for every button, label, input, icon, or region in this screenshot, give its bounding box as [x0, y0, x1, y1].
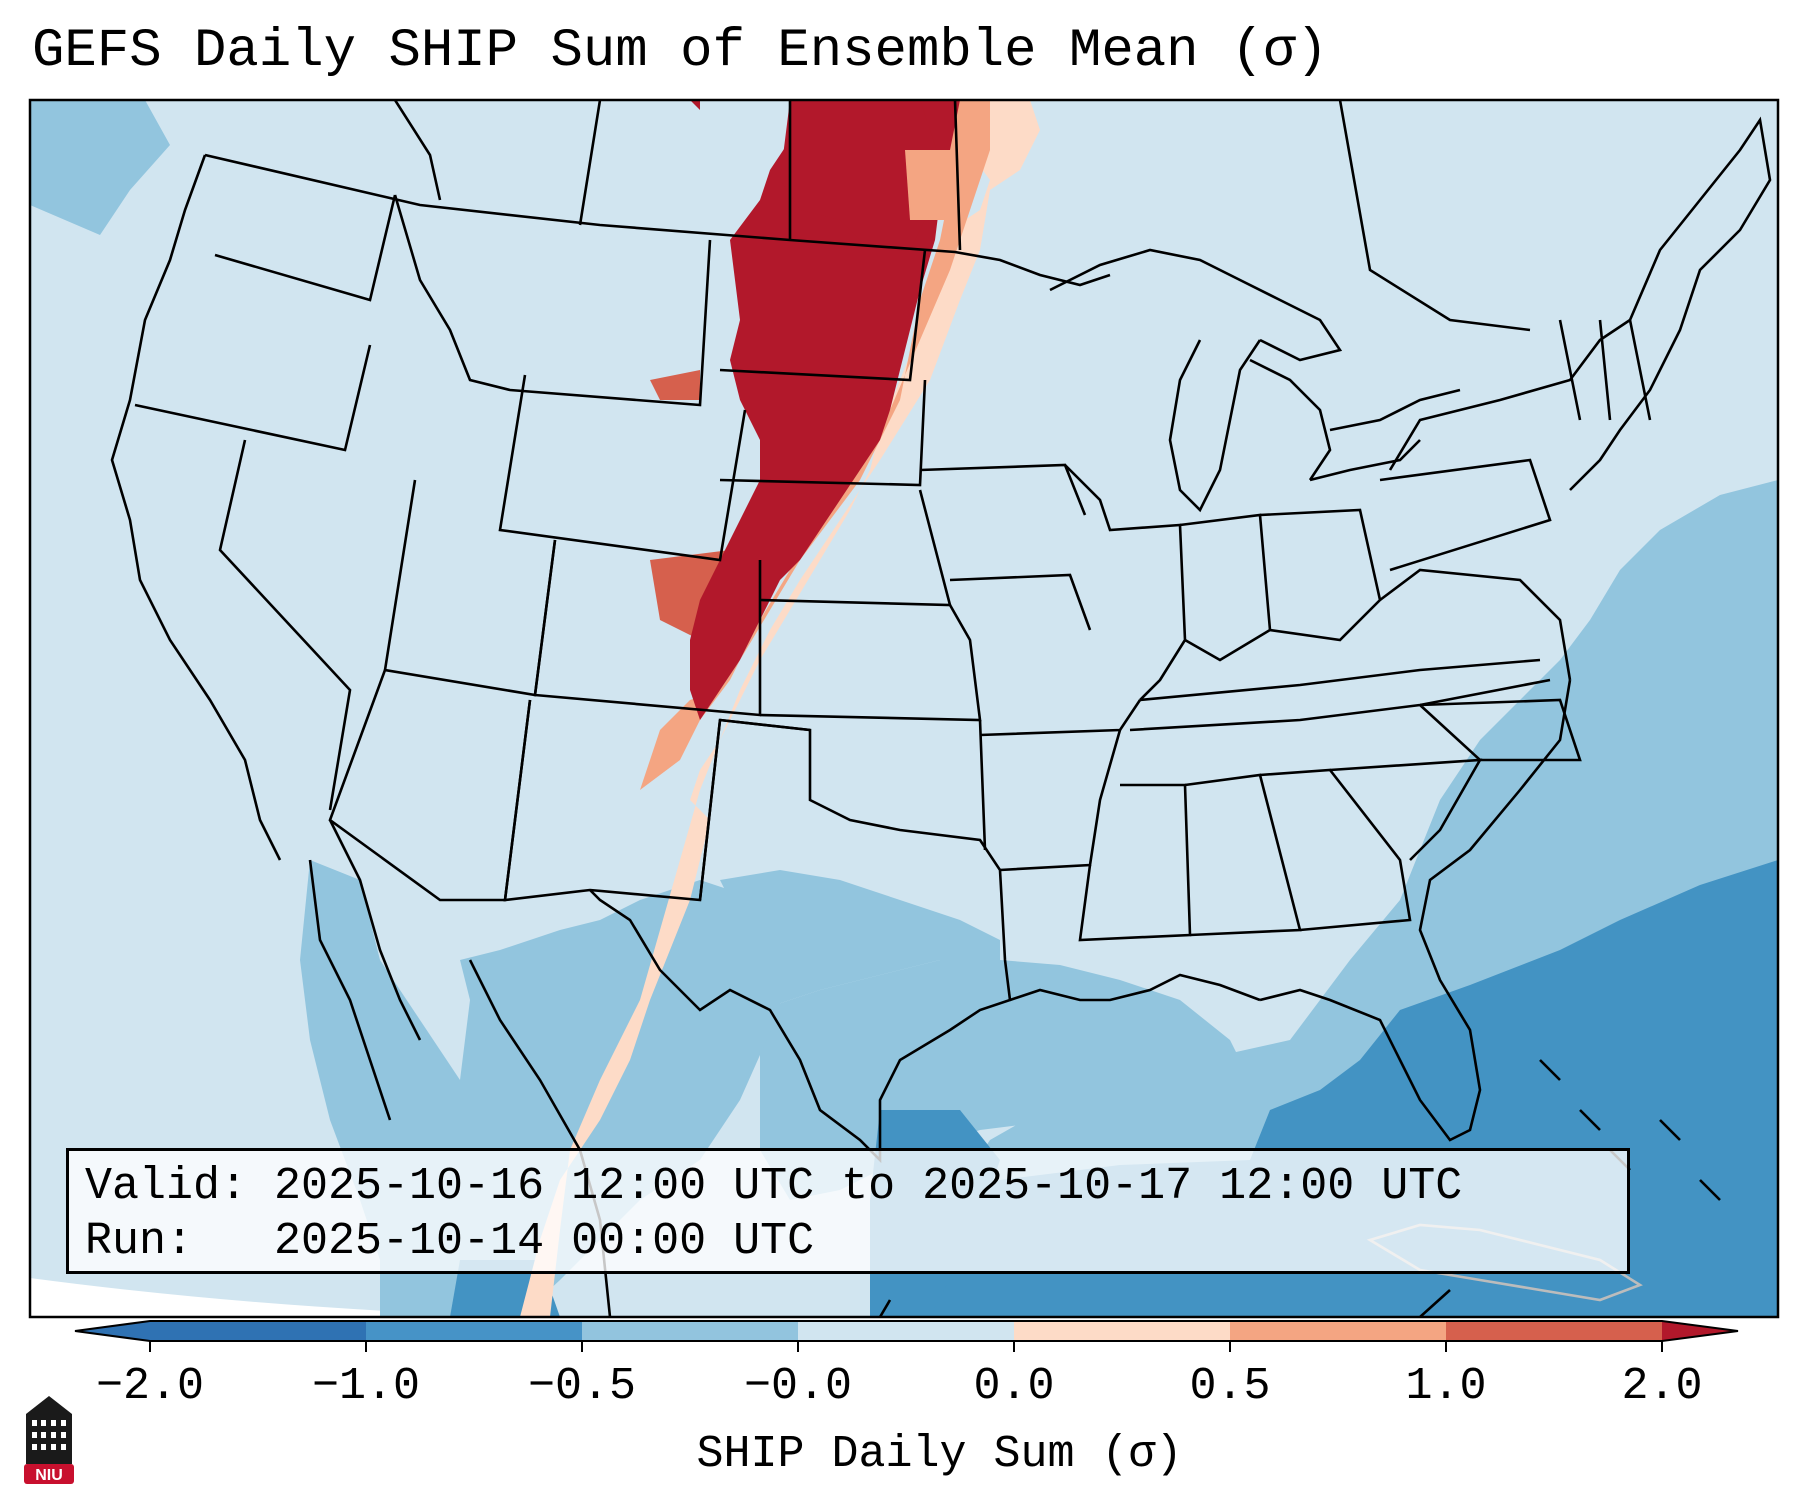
- colorbar: [74, 1320, 1739, 1352]
- colorbar-segment: [1230, 1321, 1446, 1341]
- colorbar-extend-high: [1662, 1321, 1738, 1341]
- colorbar-segment: [798, 1321, 1014, 1341]
- colorbar-tick-label: 0.5: [1189, 1361, 1271, 1412]
- positive-anomaly-plume-core: [690, 100, 960, 720]
- positive-anomaly-plume-light: [520, 100, 1040, 1317]
- colorbar-tick-label: −1.0: [311, 1361, 421, 1412]
- boundary-lines: [110, 100, 1772, 1317]
- colorbar-tick-label: 1.0: [1405, 1361, 1487, 1412]
- colorbar-tick-label: 0.0: [973, 1361, 1055, 1412]
- colorbar-tick-label: −2.0: [95, 1361, 205, 1412]
- chart-title: GEFS Daily SHIP Sum of Ensemble Mean (σ): [32, 21, 1329, 82]
- colorbar-tick-label: −0.5: [527, 1361, 637, 1412]
- colorbar-extend-low: [75, 1321, 150, 1341]
- niu-logo-text: NIU: [35, 1467, 63, 1484]
- colorbar-label-container: SHIP Daily Sum (σ): [0, 1430, 1803, 1480]
- valid-time-line: Valid: 2025-10-16 12:00 UTC to 2025-10-1…: [85, 1161, 1463, 1212]
- colorbar-segment: [582, 1321, 798, 1341]
- colorbar-label: SHIP Daily Sum (σ): [696, 1429, 1183, 1480]
- run-time-line: Run: 2025-10-14 00:00 UTC: [85, 1216, 815, 1267]
- colorbar-segment: [1014, 1321, 1230, 1341]
- niu-logo: NIU: [24, 1396, 74, 1484]
- map-area: [30, 100, 1778, 1317]
- validity-info-box: Valid: 2025-10-16 12:00 UTC to 2025-10-1…: [66, 1148, 1630, 1274]
- map-frame: [28, 98, 1780, 1319]
- projection-edge: [30, 1278, 900, 1317]
- colorbar-tick-label: −0.0: [743, 1361, 853, 1412]
- colorbar-segment: [366, 1321, 582, 1341]
- ocean-anomaly-nw: [30, 100, 170, 235]
- colorbar-segment: [1446, 1321, 1662, 1341]
- colorbar-segment: [150, 1321, 366, 1341]
- colorbar-tick-label: 2.0: [1621, 1361, 1703, 1412]
